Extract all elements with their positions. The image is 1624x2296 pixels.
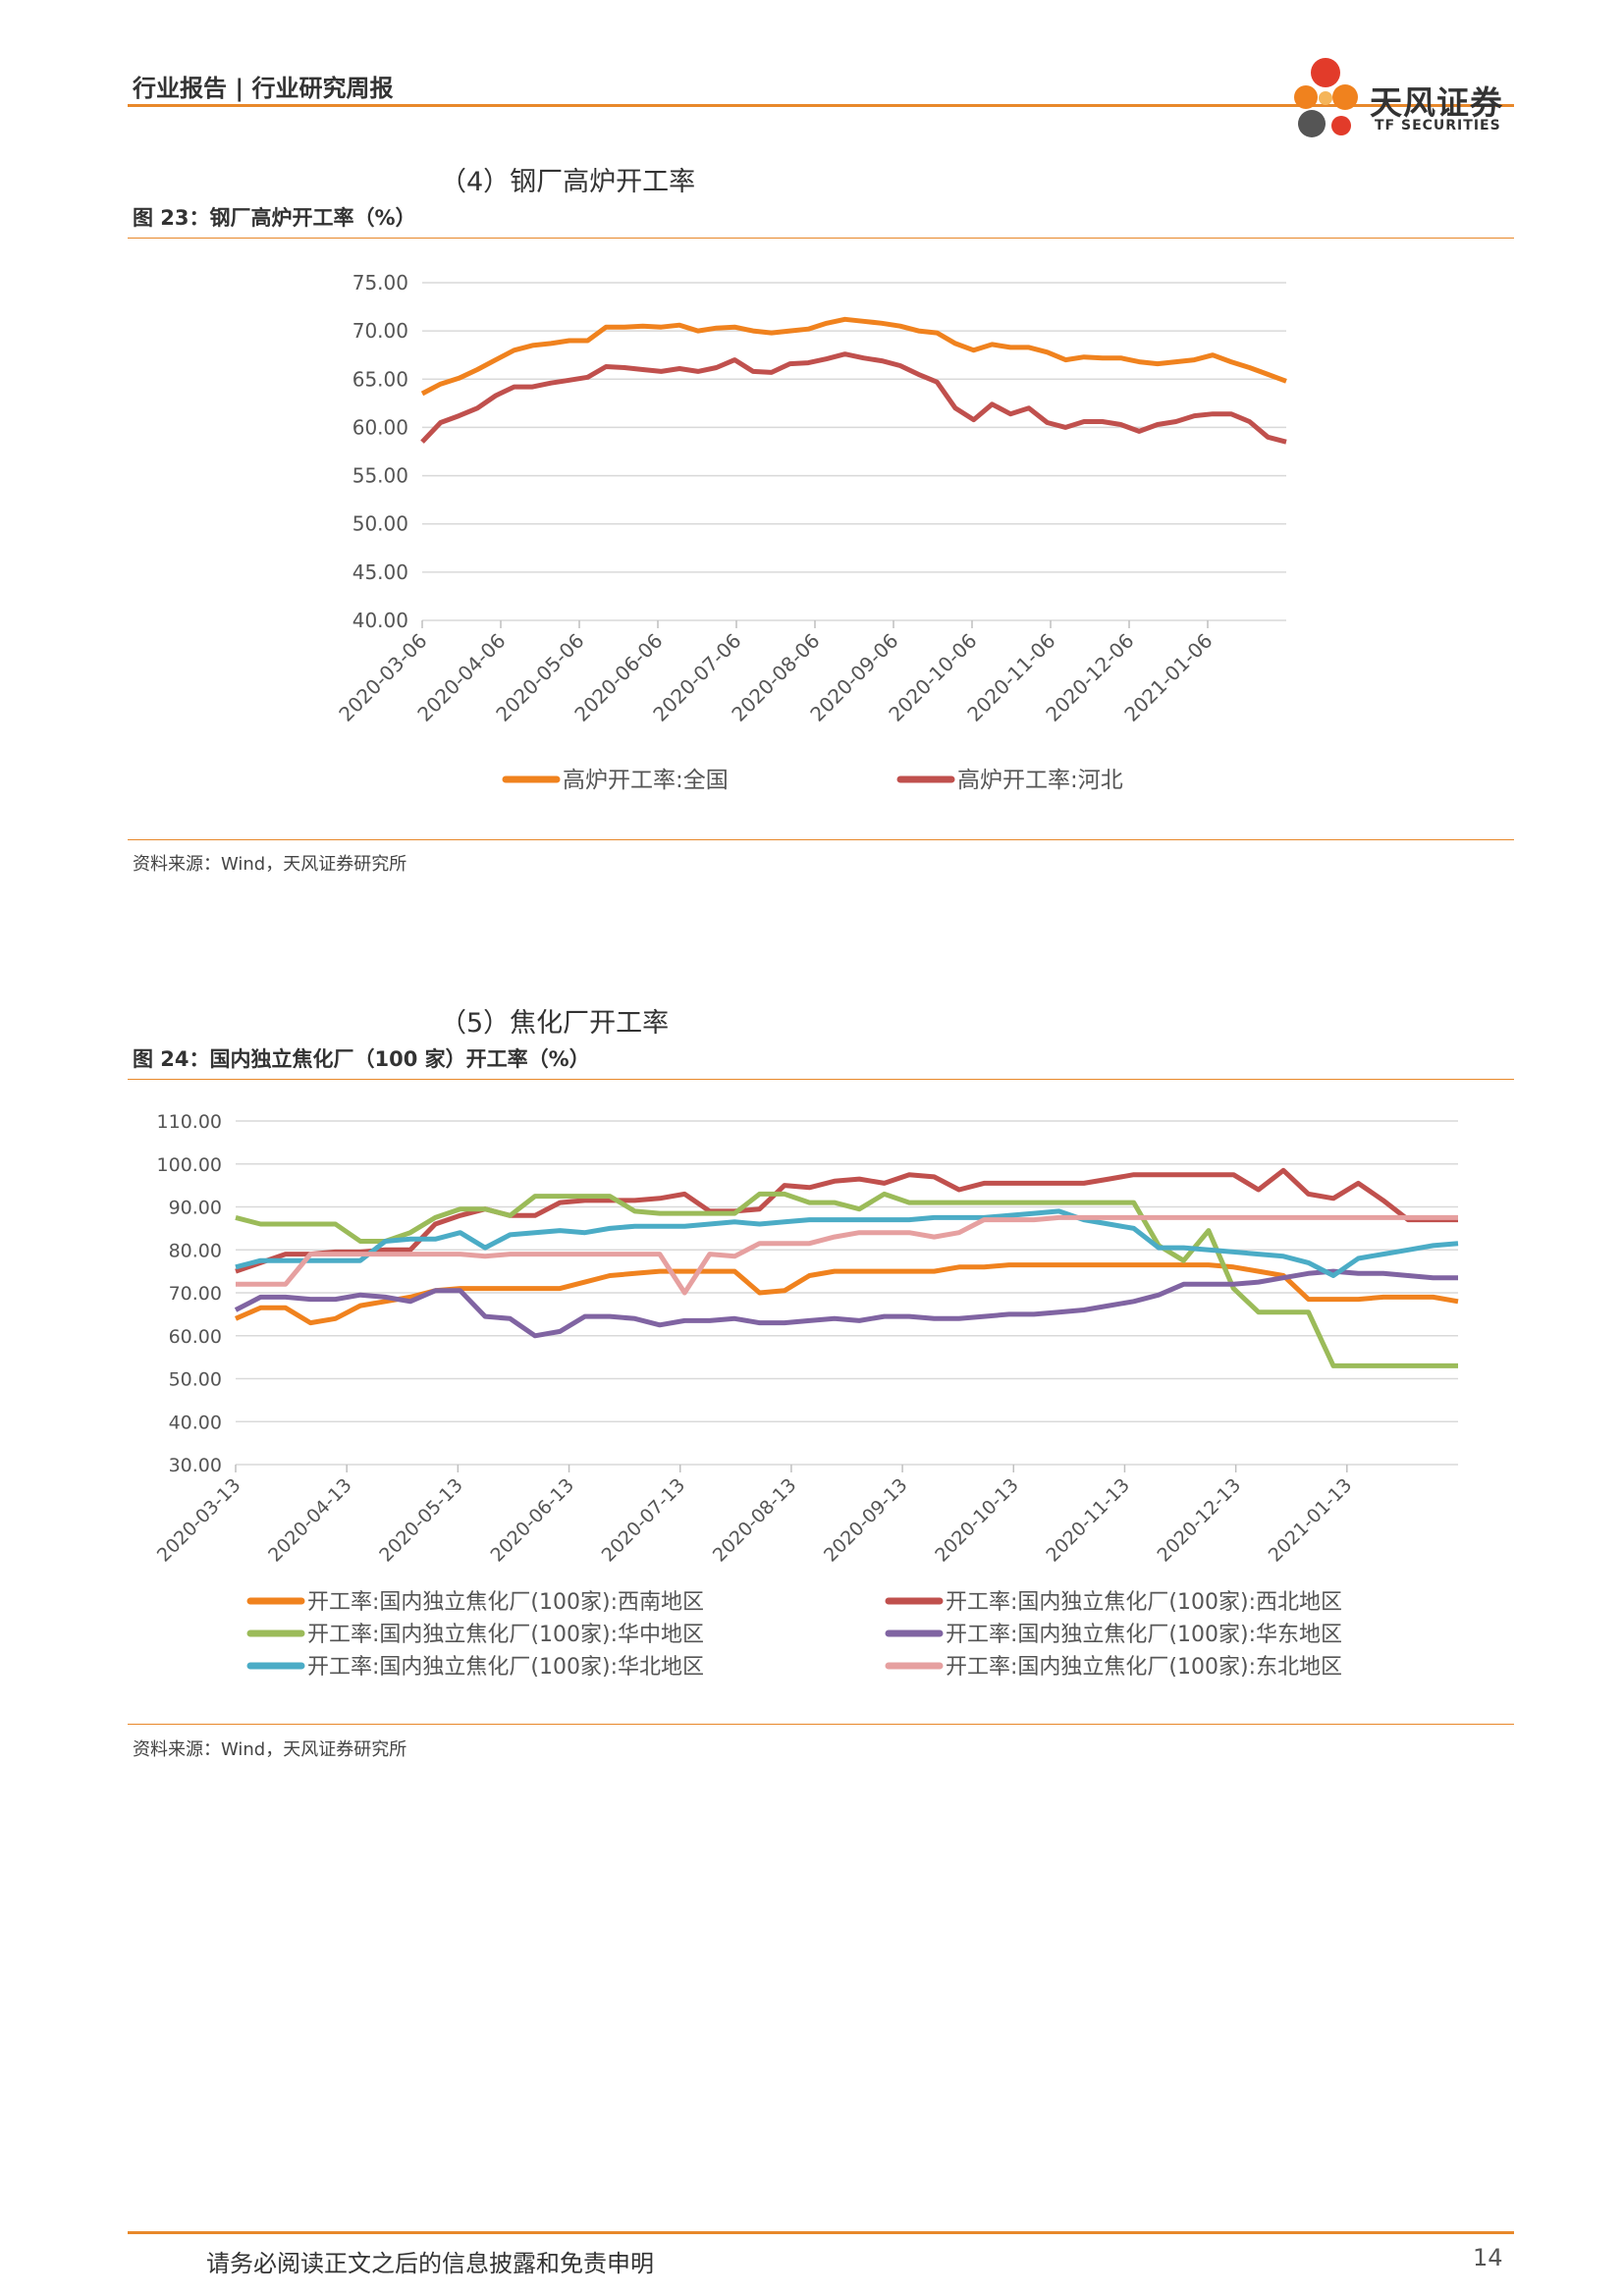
y-tick-label: 90.00 bbox=[169, 1198, 222, 1219]
figure-23-bottom-rule bbox=[128, 839, 1514, 840]
legend-label: 开工率:国内独立焦化厂(100家):华东地区 bbox=[946, 1623, 1342, 1647]
legend-label: 开工率:国内独立焦化厂(100家):西南地区 bbox=[307, 1590, 704, 1615]
figure-24-title: 图 24：国内独立焦化厂（100 家）开工率（%） bbox=[133, 1047, 590, 1071]
x-tick-label: 2020-06-13 bbox=[486, 1474, 578, 1567]
page-number: 14 bbox=[1473, 2244, 1503, 2271]
y-tick-label: 60.00 bbox=[169, 1326, 222, 1348]
x-tick-label: 2020-12-13 bbox=[1154, 1474, 1246, 1567]
series-line-3 bbox=[234, 1268, 1458, 1339]
blast-furnace-chart: 75.00 70.00 65.00 60.00 55.00 50.00 45.00 40.00… bbox=[334, 271, 1287, 793]
y-tick-label: 60.00 bbox=[352, 415, 408, 439]
legend-label: 开工率:国内独立焦化厂(100家):华北地区 bbox=[307, 1655, 704, 1680]
series-line-4 bbox=[235, 1208, 1459, 1278]
figure-24-top-rule bbox=[128, 1079, 1514, 1080]
series-line-2 bbox=[235, 1191, 1458, 1368]
figure-23-top-rule bbox=[128, 238, 1514, 239]
legend-label: 开工率:国内独立焦化厂(100家):东北地区 bbox=[946, 1655, 1342, 1680]
figure-23-source: 资料来源：Wind，天风证券研究所 bbox=[133, 854, 407, 875]
y-tick-label: 55.00 bbox=[352, 464, 408, 488]
y-tick-label: 50.00 bbox=[352, 512, 408, 536]
x-tick-label: 2021-01-13 bbox=[1265, 1474, 1357, 1567]
y-tick-label: 110.00 bbox=[157, 1111, 222, 1133]
y-tick-label: 30.00 bbox=[169, 1455, 222, 1476]
footer-disclaimer: 请务必阅读正文之后的信息披露和免责申明 bbox=[206, 2250, 654, 2277]
x-tick-label: 2020-10-13 bbox=[931, 1474, 1023, 1567]
y-tick-label: 45.00 bbox=[352, 561, 408, 584]
logo-name: 天风证券 bbox=[1370, 83, 1503, 122]
y-tick-label: 50.00 bbox=[169, 1369, 222, 1391]
x-tick-label: 2020-09-13 bbox=[820, 1474, 912, 1567]
x-tick-label: 2020-04-13 bbox=[264, 1474, 356, 1567]
y-tick-label: 80.00 bbox=[169, 1240, 222, 1261]
x-tick-label: 2020-07-13 bbox=[598, 1474, 690, 1567]
logo-subtitle: TF SECURITIES bbox=[1375, 118, 1501, 133]
series-line-0 bbox=[420, 316, 1287, 397]
legend-label: 开工率:国内独立焦化厂(100家):西北地区 bbox=[946, 1590, 1342, 1615]
x-tick-label: 2020-05-13 bbox=[375, 1474, 467, 1567]
coking-plant-chart: 110.00 100.00 90.00 80.00 70.00 60.00 50.00 40.… bbox=[153, 1111, 1459, 1680]
series-line-5 bbox=[236, 1214, 1458, 1296]
report-header: 行业报告 | 行业研究周报 bbox=[133, 75, 394, 102]
y-tick-label: 65.00 bbox=[352, 367, 408, 391]
footer-divider bbox=[128, 2231, 1514, 2234]
series-line-1 bbox=[420, 351, 1287, 445]
y-tick-label: 70.00 bbox=[352, 319, 408, 343]
y-tick-label: 75.00 bbox=[352, 271, 408, 294]
figure-24-bottom-rule bbox=[128, 1724, 1514, 1725]
header-divider bbox=[128, 104, 1514, 107]
series-line-1 bbox=[235, 1167, 1458, 1274]
section-4-title: （4）钢厂高炉开工率 bbox=[440, 167, 696, 197]
y-tick-label: 100.00 bbox=[157, 1154, 222, 1176]
legend-label: 高炉开工率:河北 bbox=[957, 768, 1123, 793]
x-tick-label: 2020-08-13 bbox=[709, 1474, 801, 1567]
legend-label: 开工率:国内独立焦化厂(100家):华中地区 bbox=[307, 1623, 704, 1647]
legend-label: 高炉开工率:全国 bbox=[563, 768, 729, 793]
company-logo-icon bbox=[1294, 58, 1358, 137]
y-tick-label: 40.00 bbox=[169, 1412, 222, 1433]
figure-23-title: 图 23：钢厂高炉开工率（%） bbox=[133, 206, 416, 230]
x-tick-label: 2020-11-13 bbox=[1042, 1474, 1134, 1567]
section-5-title: （5）焦化厂开工率 bbox=[440, 1008, 670, 1039]
y-tick-label: 40.00 bbox=[352, 609, 408, 632]
y-tick-label: 70.00 bbox=[169, 1283, 222, 1305]
figure-24-source: 资料来源：Wind，天风证券研究所 bbox=[133, 1739, 407, 1760]
x-tick-label: 2020-03-13 bbox=[153, 1474, 245, 1567]
